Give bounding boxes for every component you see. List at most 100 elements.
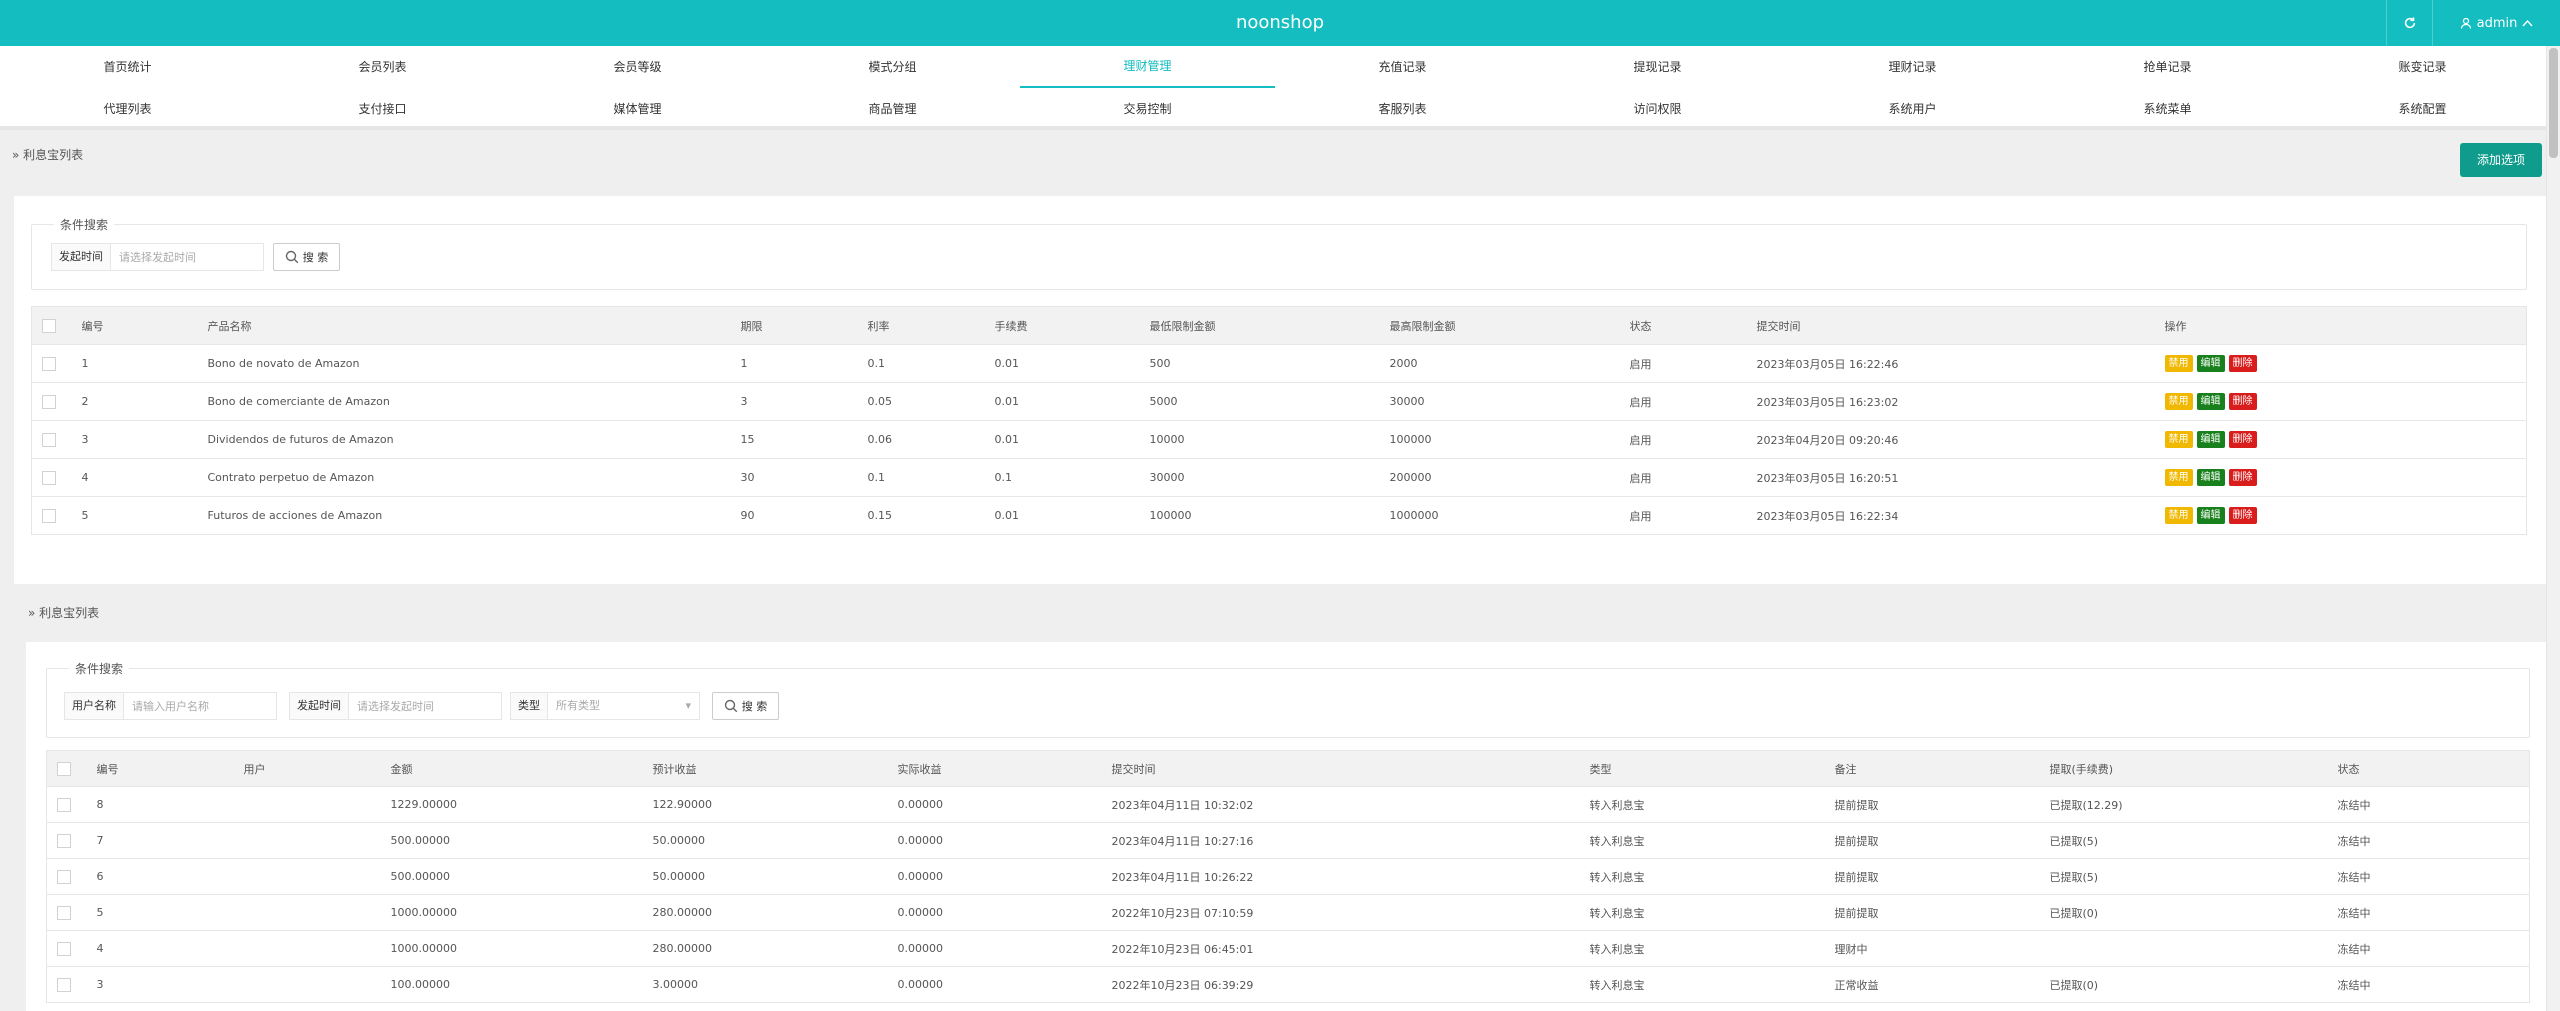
search-icon	[724, 699, 738, 713]
type-filter-select[interactable]: 所有类型 ▾	[548, 693, 699, 719]
time-filter-input[interactable]	[111, 244, 263, 270]
table-cell: 正常收益	[1824, 966, 2040, 1003]
delete-button[interactable]: 删除	[2228, 355, 2257, 372]
nav-item[interactable]: 提现记录	[1633, 60, 1682, 74]
row-select-cell	[31, 496, 72, 535]
nav-item[interactable]: 模式分组	[868, 60, 917, 74]
disable-button[interactable]: 禁用	[2164, 355, 2193, 372]
nav-item[interactable]: 抢单记录	[2143, 60, 2192, 74]
nav-item[interactable]: 交易控制	[1123, 102, 1172, 116]
edit-button[interactable]: 编辑	[2196, 507, 2225, 524]
table-cell: 200000	[1379, 458, 1620, 497]
col-header: 编号	[86, 750, 234, 787]
table-cell: 2022年10月23日 07:10:59	[1101, 894, 1580, 931]
search-button-label: 搜 索	[302, 251, 329, 264]
search-legend: 条件搜索	[69, 660, 130, 677]
edit-button[interactable]: 编辑	[2196, 355, 2225, 372]
delete-button[interactable]: 删除	[2228, 469, 2257, 486]
row-checkbox[interactable]	[57, 833, 71, 848]
search-button[interactable]: 搜 索	[712, 692, 779, 720]
row-checkbox[interactable]	[42, 508, 56, 523]
disable-button[interactable]: 禁用	[2164, 393, 2193, 410]
nav-item[interactable]: 充值记录	[1378, 60, 1427, 74]
nav-item[interactable]: 理财记录	[1888, 60, 1937, 74]
record-table-header: 编号 用户 金额 预计收益 实际收益 提交时间 类型 备注 提取(手续费) 状态	[46, 750, 2530, 787]
table-cell: 1000.00000	[380, 894, 643, 931]
disable-button[interactable]: 禁用	[2164, 431, 2193, 448]
nav-item[interactable]: 系统用户	[1888, 102, 1937, 116]
table-cell: 提前提取	[1824, 858, 2040, 895]
edit-button[interactable]: 编辑	[2196, 469, 2225, 486]
scrollbar-thumb[interactable]	[2549, 48, 2558, 158]
nav-item[interactable]: 代理列表	[103, 102, 152, 116]
row-checkbox[interactable]	[57, 797, 71, 812]
table-cell: 10000	[1139, 420, 1380, 459]
table-cell: Futuros de acciones de Amazon	[197, 496, 731, 535]
table-cell: 7	[86, 822, 234, 859]
table-cell: 转入利息宝	[1579, 930, 1825, 967]
user-filter-input[interactable]	[124, 693, 276, 719]
table-cell: 100000	[1139, 496, 1380, 535]
refresh-button[interactable]	[2386, 0, 2432, 46]
edit-button[interactable]: 编辑	[2196, 431, 2225, 448]
disable-button[interactable]: 禁用	[2164, 469, 2193, 486]
col-header: 实际收益	[887, 750, 1102, 787]
select-all-cell	[31, 306, 72, 345]
table-cell: 15	[730, 420, 858, 459]
nav-item[interactable]: 会员等级	[613, 60, 662, 74]
nav-item[interactable]: 商品管理	[868, 102, 917, 116]
user-menu[interactable]: admin	[2432, 0, 2560, 46]
row-checkbox[interactable]	[57, 869, 71, 884]
row-checkbox[interactable]	[57, 905, 71, 920]
row-checkbox[interactable]	[42, 394, 56, 409]
chevron-up-icon	[2522, 19, 2533, 27]
product-table-body: 1 Bono de novato de Amazon 1 0.1 0.01 500 2000…	[31, 344, 2527, 535]
table-cell: 启用	[1619, 382, 1747, 421]
add-option-button[interactable]: 添加选项	[2460, 143, 2542, 177]
row-select-cell	[31, 344, 72, 383]
delete-button[interactable]: 删除	[2228, 507, 2257, 524]
select-all-checkbox[interactable]	[42, 318, 56, 333]
disable-button[interactable]: 禁用	[2164, 507, 2193, 524]
nav-item[interactable]: 首页统计	[103, 60, 152, 74]
nav-item[interactable]: 访问权限	[1633, 102, 1682, 116]
type-filter-value: 所有类型	[556, 699, 600, 712]
table-cell: 280.00000	[642, 930, 888, 967]
table-cell: 5	[86, 894, 234, 931]
row-select-cell	[46, 894, 87, 931]
row-checkbox[interactable]	[42, 432, 56, 447]
row-checkbox[interactable]	[57, 941, 71, 956]
table-cell: 100000	[1379, 420, 1620, 459]
search-button[interactable]: 搜 索	[273, 243, 340, 271]
nav-item[interactable]: 账变记录	[2398, 60, 2447, 74]
row-checkbox[interactable]	[42, 356, 56, 371]
nav-item[interactable]: 系统配置	[2398, 102, 2447, 116]
table-cell: 3	[86, 966, 234, 1003]
table-row: 7 500.00000 50.00000 0.00000 2023年04月11日 10:…	[46, 822, 2530, 859]
search-fieldset-2: 条件搜索 用户名称 发起时间 类型 所有类型 ▾ 搜 索	[46, 660, 2530, 738]
nav-item[interactable]: 系统菜单	[2143, 102, 2192, 116]
table-cell: 启用	[1619, 420, 1747, 459]
row-select-cell	[46, 786, 87, 823]
nav-item[interactable]: 客服列表	[1378, 102, 1427, 116]
nav-item[interactable]: 理财管理	[1020, 46, 1275, 88]
table-cell: 30000	[1379, 382, 1620, 421]
nav-item[interactable]: 支付接口	[358, 102, 407, 116]
delete-button[interactable]: 删除	[2228, 431, 2257, 448]
nav-item[interactable]: 媒体管理	[613, 102, 662, 116]
row-checkbox[interactable]	[57, 977, 71, 992]
table-cell: 已提取(0)	[2039, 894, 2328, 931]
page-scrollbar[interactable]	[2546, 46, 2560, 1011]
row-checkbox[interactable]	[42, 470, 56, 485]
delete-button[interactable]: 删除	[2228, 393, 2257, 410]
table-cell: 0.05	[857, 382, 985, 421]
time-filter-input[interactable]	[349, 693, 501, 719]
table-cell: 冻结中	[2327, 966, 2530, 1003]
edit-button[interactable]: 编辑	[2196, 393, 2225, 410]
table-cell	[233, 966, 381, 1003]
nav-item[interactable]: 会员列表	[358, 60, 407, 74]
table-cell: 2023年04月11日 10:26:22	[1101, 858, 1580, 895]
select-all-checkbox[interactable]	[57, 761, 71, 776]
table-cell: 0.00000	[887, 894, 1102, 931]
search-button-label: 搜 索	[741, 700, 768, 713]
